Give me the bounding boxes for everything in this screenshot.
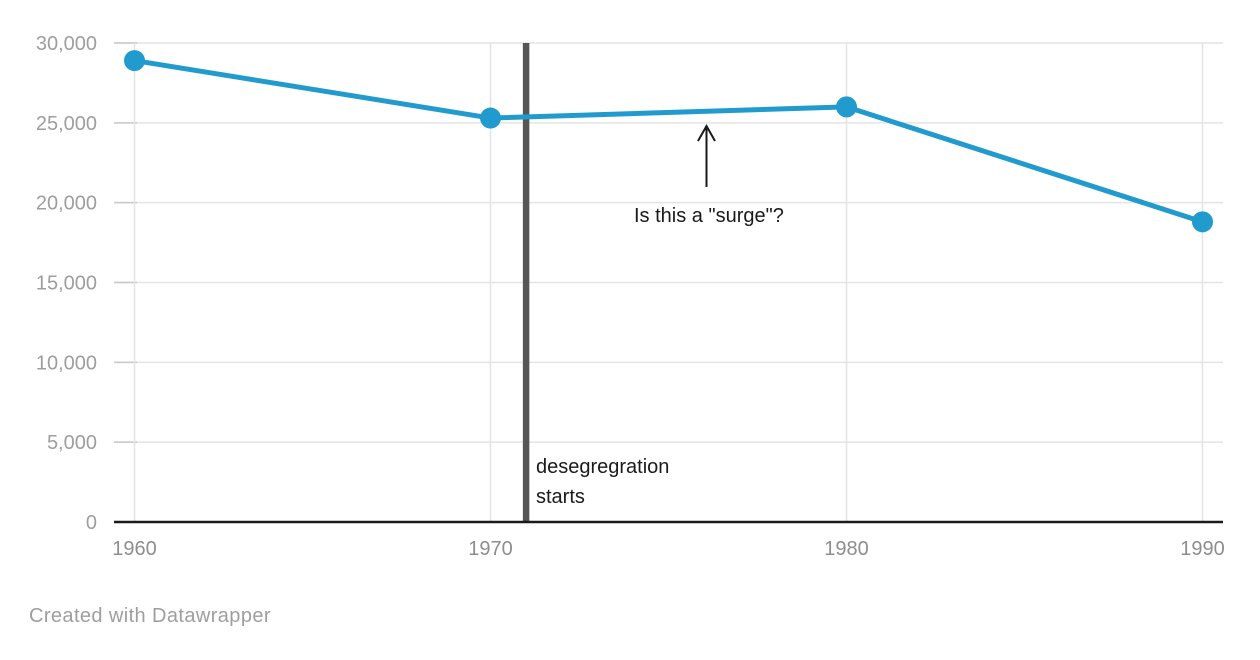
y-axis-label: 25,000 <box>36 113 97 135</box>
annotation-surge-text: Is this a "surge"? <box>634 205 784 227</box>
x-axis-label: 1970 <box>468 538 513 560</box>
y-axis-label: 15,000 <box>36 273 97 295</box>
x-axis-label: 1960 <box>112 538 157 560</box>
x-axis-label: 1990 <box>1180 538 1225 560</box>
y-axis-label: 5,000 <box>47 432 97 454</box>
x-axis-label: 1980 <box>824 538 869 560</box>
y-axis-label: 30,000 <box>36 33 97 55</box>
y-axis-label: 20,000 <box>36 193 97 215</box>
data-point <box>836 96 857 118</box>
data-point <box>124 50 145 72</box>
annotation-arrow-head <box>697 123 716 142</box>
data-point <box>480 107 501 129</box>
data-point <box>1192 211 1213 233</box>
y-axis-label: 0 <box>86 512 97 534</box>
data-line <box>132 58 1205 225</box>
annotation-desegregation-label: desegregration starts <box>536 456 670 508</box>
y-axis-label: 10,000 <box>36 352 97 374</box>
datawrapper-credit-link[interactable]: Created with Datawrapper <box>29 605 271 627</box>
